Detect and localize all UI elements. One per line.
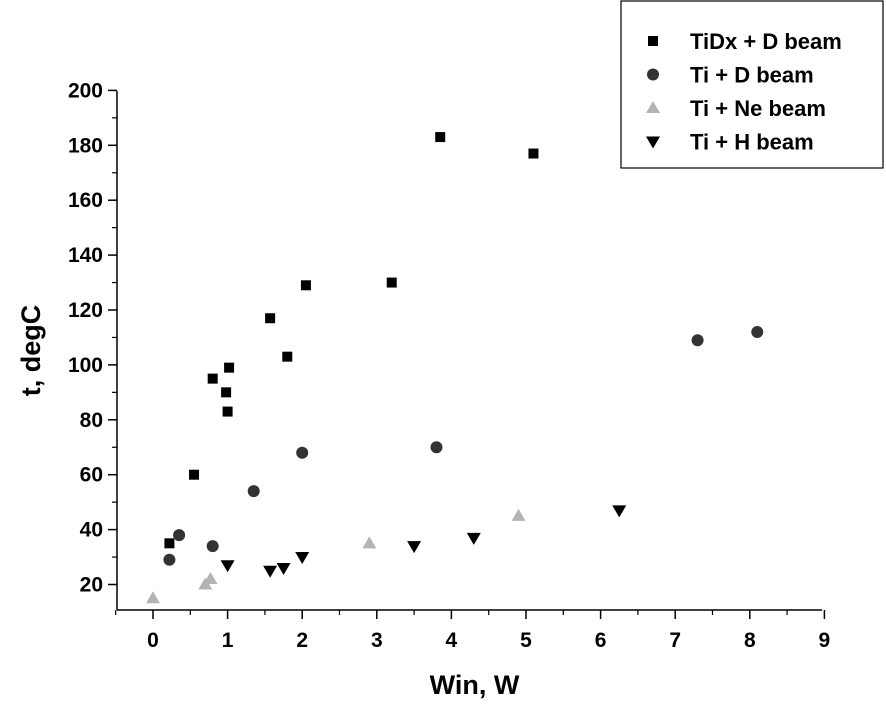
axes	[116, 91, 822, 611]
point-tidx-d-beam	[189, 469, 200, 480]
point-tidx-d-beam	[386, 277, 397, 288]
x-tick-label: 9	[819, 629, 831, 652]
point-ti-d-beam	[163, 553, 176, 566]
point-tidx-d-beam	[221, 387, 232, 398]
x-tick-label: 0	[147, 629, 159, 652]
legend-marker-ti-d-beam	[647, 68, 659, 81]
point-tidx-d-beam	[207, 373, 218, 384]
x-tick-label: 1	[222, 629, 234, 652]
point-tidx-d-beam	[282, 351, 293, 362]
point-ti-ne-beam	[146, 591, 160, 604]
point-tidx-d-beam	[224, 362, 235, 373]
series-ti-d-beam	[163, 325, 764, 566]
series-ti-ne-beam	[146, 508, 526, 604]
x-tick-label: 5	[520, 629, 532, 652]
y-tick-label: 100	[68, 354, 103, 377]
y-tick-label: 160	[68, 189, 103, 212]
y-tick-label: 80	[80, 409, 103, 432]
point-tidx-d-beam	[300, 280, 311, 291]
point-ti-d-beam	[173, 529, 186, 542]
point-ti-d-beam	[751, 325, 764, 338]
legend: TiDx + D beam Ti + D beam Ti + Ne beam Ti +…	[620, 0, 884, 169]
data-marks	[146, 132, 764, 604]
legend-marker-ti-ne-beam	[646, 101, 660, 113]
point-ti-d-beam	[247, 485, 260, 498]
x-tick-label: 6	[595, 629, 607, 652]
y-axis-title: t, degC	[16, 305, 46, 397]
point-ti-ne-beam	[362, 536, 377, 549]
y-tick-label: 180	[68, 134, 103, 157]
point-ti-h-beam	[466, 532, 481, 545]
point-tidx-d-beam	[164, 538, 175, 549]
point-tidx-d-beam	[435, 132, 446, 143]
point-ti-h-beam	[407, 541, 422, 554]
point-tidx-d-beam	[222, 406, 233, 417]
x-axis-title: Win, W	[430, 670, 520, 700]
point-ti-ne-beam	[203, 572, 218, 585]
x-tick-label: 3	[371, 629, 383, 652]
point-ti-h-beam	[276, 563, 291, 576]
point-ti-h-beam	[220, 560, 235, 573]
point-ti-d-beam	[430, 441, 443, 454]
y-tick-label: 20	[80, 574, 103, 597]
legend-label: Ti + D beam	[690, 63, 814, 88]
y-tick-label: 200	[68, 79, 103, 102]
x-tick-label: 2	[296, 629, 308, 652]
x-tick-label: 7	[669, 629, 681, 652]
point-ti-d-beam	[206, 540, 219, 553]
legend-box	[620, 0, 884, 169]
y-tick-label: 60	[80, 464, 103, 487]
ticks: 0 1 2 3 4 5 6 7 8 9 20 40 60 80 100 120 140 160 180 200	[68, 79, 830, 652]
point-ti-h-beam	[263, 565, 278, 578]
point-ti-h-beam	[295, 552, 310, 565]
y-tick-label: 120	[68, 299, 103, 322]
point-ti-ne-beam	[511, 508, 526, 521]
point-ti-d-beam	[296, 446, 309, 459]
y-tick-label: 140	[68, 244, 103, 267]
series-tidx-d-beam	[164, 132, 539, 549]
legend-label: Ti + H beam	[690, 130, 814, 155]
legend-marker-ti-h-beam	[646, 136, 660, 149]
point-ti-d-beam	[691, 334, 704, 347]
y-tick-label: 40	[80, 519, 103, 542]
series-ti-h-beam	[220, 505, 627, 578]
x-tick-label: 8	[744, 629, 756, 652]
legend-marker-tidx-d-beam	[648, 36, 658, 46]
point-ti-h-beam	[612, 505, 627, 518]
legend-label: Ti + Ne beam	[690, 96, 826, 121]
point-tidx-d-beam	[265, 313, 276, 324]
legend-label: TiDx + D beam	[690, 29, 842, 54]
x-tick-label: 4	[446, 629, 458, 652]
point-tidx-d-beam	[528, 148, 539, 159]
